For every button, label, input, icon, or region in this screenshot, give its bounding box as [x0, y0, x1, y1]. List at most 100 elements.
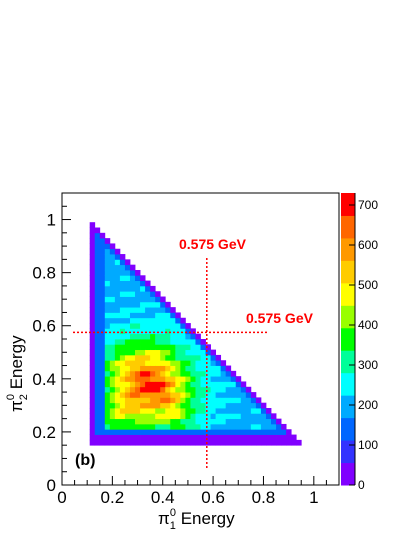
heatmap-bin [99, 232, 106, 239]
heatmap-bin [245, 434, 252, 441]
heatmap-bin [140, 285, 146, 292]
heatmap-bin [200, 423, 206, 430]
heatmap-bin [140, 408, 146, 414]
heatmap-bin [220, 381, 227, 388]
heatmap-bin [185, 397, 191, 404]
heatmap-bin [140, 418, 146, 425]
heatmap-bin [155, 360, 161, 366]
heatmap-bin [170, 376, 176, 382]
heatmap-bin [94, 259, 101, 266]
heatmap-bin [180, 360, 186, 366]
heatmap-bin [109, 317, 116, 324]
heatmap-bin [200, 360, 206, 366]
heatmap-bin [119, 386, 126, 393]
heatmap-bin [175, 354, 181, 361]
heatmap-bin [175, 317, 181, 324]
heatmap-bin [99, 275, 106, 281]
heatmap-bin [195, 349, 201, 356]
heatmap-bin [175, 339, 181, 345]
heatmap-bin [160, 307, 166, 313]
heatmap-bin [124, 370, 131, 377]
heatmap-bin [129, 349, 136, 356]
heatmap-bin [190, 370, 196, 377]
heatmap-bin [165, 349, 171, 356]
heatmap-bin [190, 423, 196, 430]
heatmap-bin [155, 429, 161, 435]
heatmap-bin [230, 413, 237, 420]
heatmap-bin [200, 397, 206, 404]
heatmap-bin [165, 365, 171, 372]
heatmap-bin [195, 418, 201, 425]
heatmap-bin [119, 392, 126, 398]
heatmap-bin [104, 291, 111, 297]
heatmap-bin [89, 434, 96, 441]
heatmap-bin [94, 360, 101, 366]
heatmap-bin [104, 397, 111, 404]
heatmap-bin [109, 365, 116, 372]
heatmap-bin [240, 429, 247, 435]
heatmap-bin [170, 402, 176, 409]
heatmap-bin [160, 386, 166, 393]
heatmap-bin [255, 429, 262, 435]
heatmap-bin [94, 429, 101, 435]
heatmap-bin [185, 333, 191, 340]
heatmap-bin [114, 344, 121, 351]
heatmap-bin [129, 339, 136, 345]
heatmap-bin [124, 392, 131, 398]
heatmap-bin [180, 397, 186, 404]
heatmap-bin [150, 386, 156, 393]
heatmap-bin [150, 344, 156, 351]
heatmap-bin [94, 392, 101, 398]
heatmap-bin [135, 370, 141, 377]
heatmap-bin [240, 386, 247, 393]
heatmap-bin [114, 439, 121, 446]
heatmap-bin [89, 227, 96, 234]
heatmap-bin [165, 386, 171, 393]
heatmap-bin [104, 280, 111, 287]
heatmap-bin [185, 402, 191, 409]
heatmap-bin [109, 275, 116, 281]
heatmap-bin [94, 423, 101, 430]
heatmap-bin [104, 296, 111, 303]
heatmap-bin [99, 280, 106, 287]
heatmap-bin [150, 296, 156, 303]
heatmap-bin [235, 408, 242, 414]
heatmap-bin [124, 317, 131, 324]
heatmap-bin [109, 354, 116, 361]
heatmap-bin [109, 370, 116, 377]
heatmap-bin [165, 317, 171, 324]
heatmap-bin [180, 333, 186, 340]
heatmap-bin [210, 397, 217, 404]
heatmap-bin [114, 280, 121, 287]
heatmap-bin [94, 349, 101, 356]
heatmap-bin [185, 439, 191, 446]
heatmap-bin [89, 275, 96, 281]
heatmap-bin [94, 296, 101, 303]
heatmap-bin [145, 418, 151, 425]
heatmap-bin [135, 402, 141, 409]
heatmap-bin [94, 312, 101, 319]
heatmap-bin [195, 376, 201, 382]
heatmap-bin [230, 408, 237, 414]
heatmap-bin [165, 434, 171, 441]
heatmap-bin [200, 349, 206, 356]
heatmap-bin [114, 333, 121, 340]
heatmap-bin [89, 259, 96, 266]
heatmap-bin [140, 344, 146, 351]
heatmap-bin [124, 354, 131, 361]
heatmap-bin [225, 423, 232, 430]
heatmap-bin [235, 434, 242, 441]
heatmap-bin [220, 413, 227, 420]
heatmap-bin [170, 423, 176, 430]
heatmap-bin [230, 423, 237, 430]
heatmap-bin [140, 328, 146, 335]
colorbar-segment [341, 282, 355, 306]
heatmap-bin [99, 418, 106, 425]
heatmap-bin [89, 264, 96, 271]
heatmap-bin [114, 354, 121, 361]
y-axis-title-sup: 0 [5, 394, 17, 400]
heatmap-bin [205, 392, 211, 398]
heatmap-bin [155, 291, 161, 297]
heatmap-bin [99, 402, 106, 409]
heatmap-bin [94, 243, 101, 250]
